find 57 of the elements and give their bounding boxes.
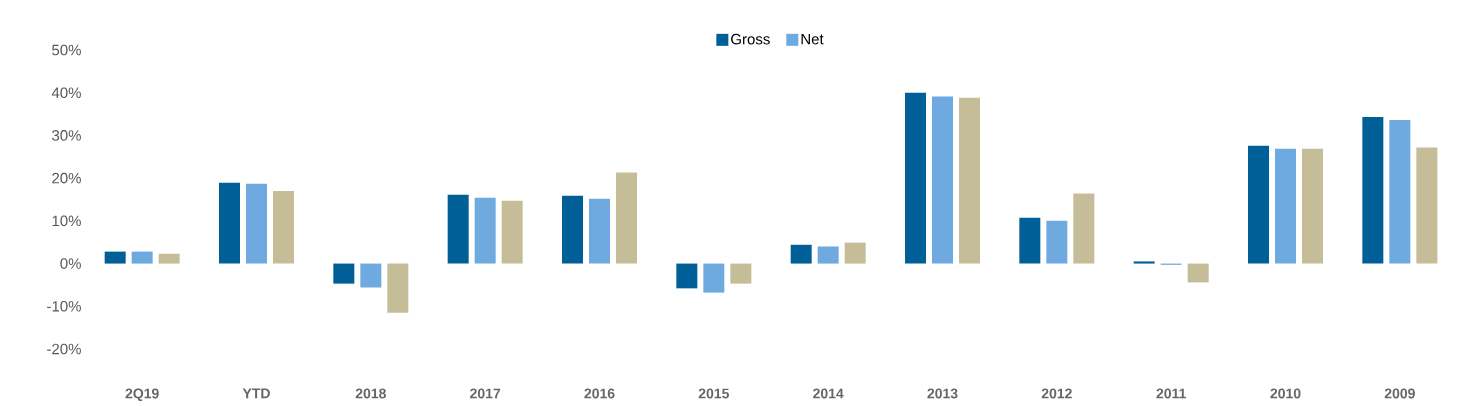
y-tick-label: -20%	[47, 343, 81, 355]
bar	[131, 251, 153, 264]
bar	[1362, 117, 1384, 264]
x-tick-label: 2012	[1041, 388, 1072, 399]
bar	[360, 263, 382, 288]
bar	[447, 194, 469, 264]
bar	[1019, 217, 1041, 264]
x-tick-label: 2018	[355, 388, 386, 399]
bar	[501, 200, 523, 264]
bar	[905, 92, 926, 264]
x-tick-label: 2013	[927, 388, 958, 399]
bar	[333, 263, 355, 284]
bar	[589, 198, 610, 264]
x-tick-label: 2015	[698, 388, 730, 399]
y-tick-label: 50%	[52, 44, 81, 56]
y-tick-label: 30%	[52, 130, 81, 141]
legend-label: Net	[801, 33, 824, 45]
y-tick-label: -10%	[47, 300, 81, 312]
bar	[158, 253, 180, 264]
bar	[1073, 193, 1095, 264]
bar	[1046, 220, 1068, 264]
x-tick-label: YTD	[242, 388, 270, 399]
bar	[844, 242, 866, 264]
bar	[1187, 263, 1209, 283]
y-tick-label: 40%	[51, 87, 81, 99]
bar	[790, 244, 812, 264]
bar	[1416, 147, 1438, 264]
y-tick-label: 10%	[52, 215, 81, 227]
bar	[1302, 148, 1324, 264]
x-tick-label: 2014	[813, 388, 844, 399]
x-tick-label: 2Q19	[125, 388, 159, 402]
legend-label: Gross	[731, 33, 770, 45]
bar	[676, 263, 698, 289]
bar	[1133, 261, 1155, 264]
bar	[730, 263, 752, 284]
bar	[219, 182, 240, 264]
x-tick-label: 2016	[584, 388, 615, 399]
bar	[817, 246, 839, 264]
y-tick-label: 20%	[52, 172, 81, 184]
bar	[562, 195, 583, 264]
x-tick-label: 2011	[1156, 388, 1186, 399]
bar	[932, 96, 953, 264]
bar	[616, 172, 637, 264]
bar	[273, 190, 294, 264]
x-tick-label: 2017	[470, 388, 501, 399]
bar	[246, 183, 267, 264]
bar	[387, 263, 409, 313]
bar	[959, 97, 981, 264]
bar	[104, 251, 126, 264]
bar	[1389, 120, 1411, 264]
x-tick-label: 2009	[1384, 388, 1415, 399]
bar	[703, 263, 725, 293]
bar	[474, 197, 496, 264]
bar	[1275, 148, 1297, 264]
y-tick-label: 0%	[60, 258, 81, 269]
x-tick-label: 2010	[1270, 388, 1301, 399]
bar	[1248, 145, 1270, 264]
